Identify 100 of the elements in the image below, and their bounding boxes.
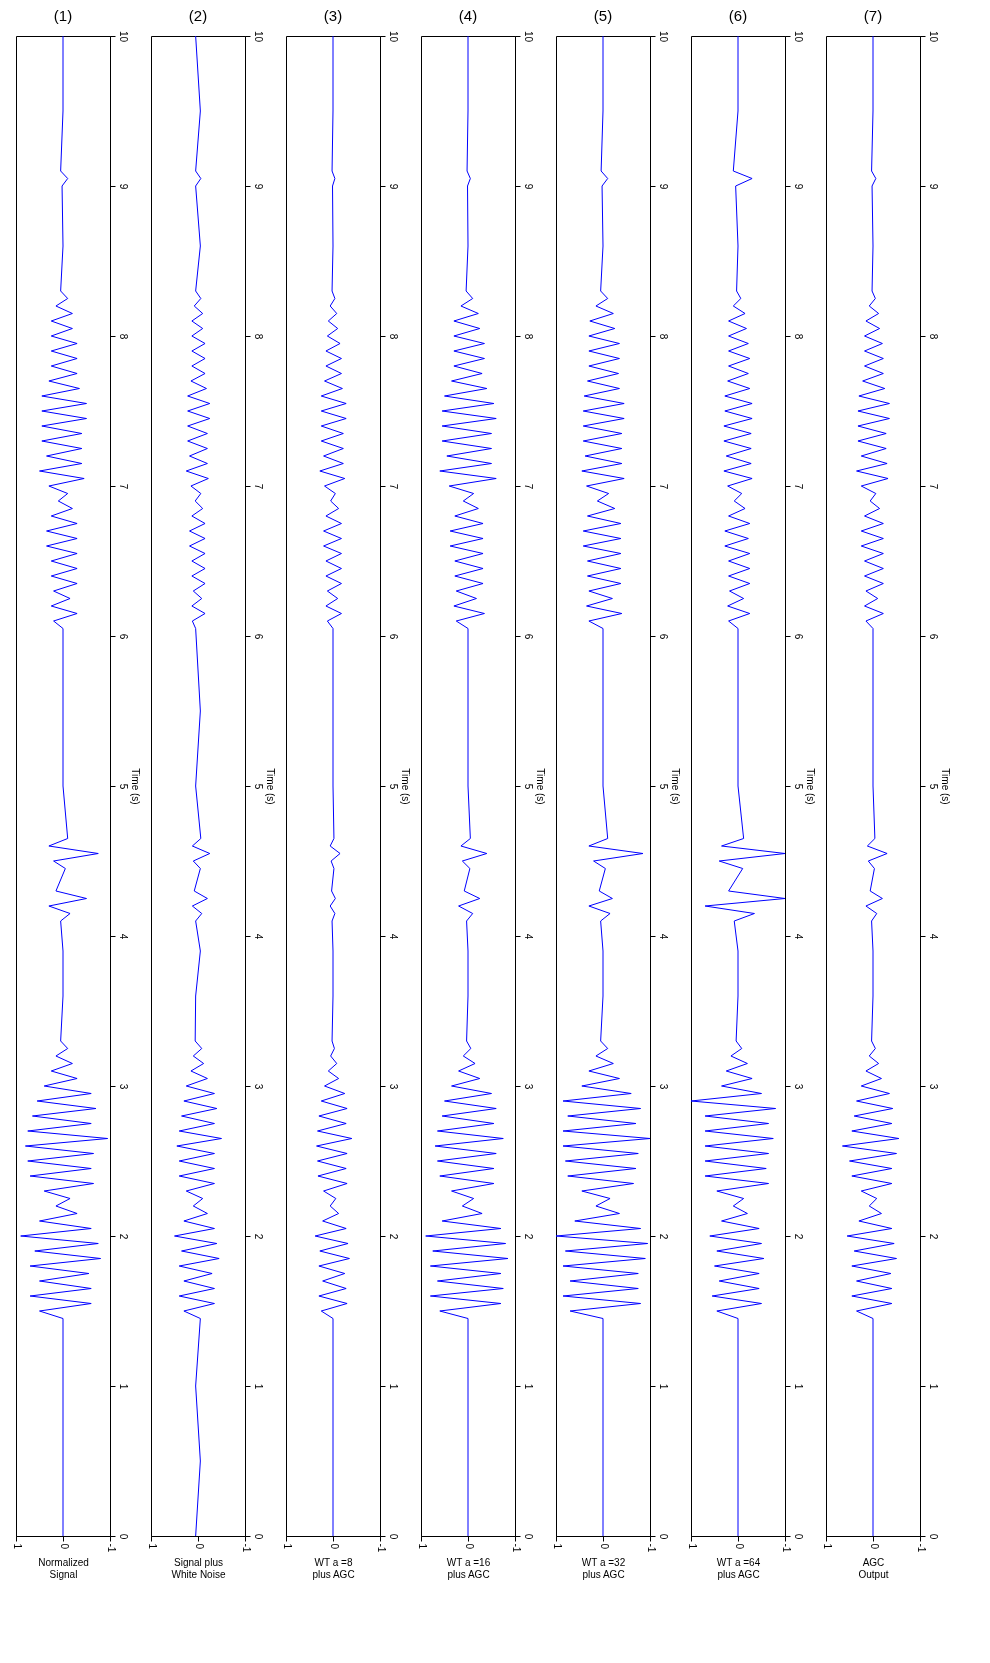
y-tick-label: 4: [927, 933, 939, 940]
x-tick-label: -1: [510, 1543, 522, 1553]
y-tick-label: 4: [522, 933, 534, 940]
y-tick-label: 2: [792, 1233, 804, 1240]
y-tick-label: 10: [522, 30, 534, 43]
chart-title: (1): [53, 7, 73, 25]
y-axis-title: Time (s): [939, 768, 951, 805]
y-tick-label: 6: [657, 633, 669, 640]
y-tick-label: 3: [387, 1083, 399, 1090]
y-tick-label: 1: [117, 1383, 129, 1390]
y-tick-label: 1: [792, 1383, 804, 1390]
y-tick-label: 2: [927, 1233, 939, 1240]
y-tick-label: 6: [522, 633, 534, 640]
y-axis-title: Time (s): [129, 768, 141, 805]
x-tick-label: 1: [821, 1543, 833, 1550]
y-axis-title: Time (s): [534, 768, 546, 805]
y-tick-label: 5: [252, 783, 264, 790]
y-tick-label: 2: [522, 1233, 534, 1240]
y-axis-title: Time (s): [669, 768, 681, 805]
y-tick-label: 6: [927, 633, 939, 640]
x-tick-label: 0: [733, 1543, 745, 1550]
x-tick-label: 0: [328, 1543, 340, 1550]
y-tick-label: 9: [657, 183, 669, 190]
y-tick-label: 7: [522, 483, 534, 490]
x-tick-label: 1: [11, 1543, 23, 1550]
y-tick-label: 4: [117, 933, 129, 940]
y-tick-label: 7: [792, 483, 804, 490]
y-tick-label: 9: [117, 183, 129, 190]
y-tick-label: 3: [657, 1083, 669, 1090]
x-tick-label: 0: [868, 1543, 880, 1550]
y-tick-label: 4: [252, 933, 264, 940]
y-tick-label: 2: [252, 1233, 264, 1240]
x-axis-title: Normalized Signal: [38, 1557, 89, 1581]
x-tick-label: 0: [463, 1543, 475, 1550]
y-tick-label: 0: [117, 1533, 129, 1540]
y-tick-label: 9: [522, 183, 534, 190]
y-tick-label: 1: [252, 1383, 264, 1390]
y-tick-label: 1: [657, 1383, 669, 1390]
y-tick-label: 7: [117, 483, 129, 490]
y-tick-label: 9: [252, 183, 264, 190]
y-tick-label: 8: [927, 333, 939, 340]
chart-title: (2): [188, 7, 208, 25]
chart-title: (6): [728, 7, 748, 25]
y-tick-label: 4: [657, 933, 669, 940]
y-tick-label: 6: [117, 633, 129, 640]
y-axis-title: Time (s): [399, 768, 411, 805]
y-tick-label: 8: [252, 333, 264, 340]
y-tick-label: 7: [252, 483, 264, 490]
x-axis-title: WT a =64 plus AGC: [716, 1557, 761, 1581]
y-tick-label: 10: [927, 30, 939, 43]
y-tick-label: 8: [657, 333, 669, 340]
chart-title: (7): [863, 7, 883, 25]
y-tick-label: 5: [387, 783, 399, 790]
y-tick-label: 0: [927, 1533, 939, 1540]
y-tick-label: 6: [792, 633, 804, 640]
y-tick-label: 6: [387, 633, 399, 640]
x-tick-label: 1: [281, 1543, 293, 1550]
x-axis-title: WT a =8 plus AGC: [312, 1557, 355, 1581]
y-tick-label: 0: [252, 1533, 264, 1540]
y-tick-label: 3: [522, 1083, 534, 1090]
chart-title: (4): [458, 7, 478, 25]
x-tick-label: 0: [58, 1543, 70, 1550]
x-tick-label: -1: [780, 1543, 792, 1553]
y-tick-label: 0: [792, 1533, 804, 1540]
y-tick-label: 1: [522, 1383, 534, 1390]
chart-title: (5): [593, 7, 613, 25]
y-axis-title: Time (s): [804, 768, 816, 805]
y-axis-title: Time (s): [264, 768, 276, 805]
y-tick-label: 10: [252, 30, 264, 43]
y-tick-label: 2: [657, 1233, 669, 1240]
y-tick-label: 3: [927, 1083, 939, 1090]
x-tick-label: 1: [551, 1543, 563, 1550]
y-tick-label: 5: [792, 783, 804, 790]
y-tick-label: 2: [117, 1233, 129, 1240]
x-axis-title: WT a =32 plus AGC: [581, 1557, 626, 1581]
x-axis-title: WT a =16 plus AGC: [446, 1557, 491, 1581]
y-tick-label: 1: [927, 1383, 939, 1390]
y-tick-label: 0: [387, 1533, 399, 1540]
y-tick-label: 9: [927, 183, 939, 190]
y-tick-label: 6: [252, 633, 264, 640]
y-tick-label: 10: [657, 30, 669, 43]
y-tick-label: 3: [252, 1083, 264, 1090]
x-axis-title: AGC Output: [858, 1557, 889, 1581]
y-tick-label: 8: [522, 333, 534, 340]
chart-title: (3): [323, 7, 343, 25]
x-tick-label: -1: [105, 1543, 117, 1553]
x-tick-label: 1: [416, 1543, 428, 1550]
x-tick-label: -1: [240, 1543, 252, 1553]
y-tick-label: 8: [387, 333, 399, 340]
y-tick-label: 5: [927, 783, 939, 790]
x-tick-label: 0: [598, 1543, 610, 1550]
x-tick-label: 0: [193, 1543, 205, 1550]
y-tick-label: 0: [522, 1533, 534, 1540]
x-tick-label: -1: [645, 1543, 657, 1553]
y-tick-label: 10: [792, 30, 804, 43]
y-tick-label: 7: [927, 483, 939, 490]
y-tick-label: 7: [387, 483, 399, 490]
y-tick-label: 4: [387, 933, 399, 940]
y-tick-label: 4: [792, 933, 804, 940]
x-tick-label: -1: [375, 1543, 387, 1553]
